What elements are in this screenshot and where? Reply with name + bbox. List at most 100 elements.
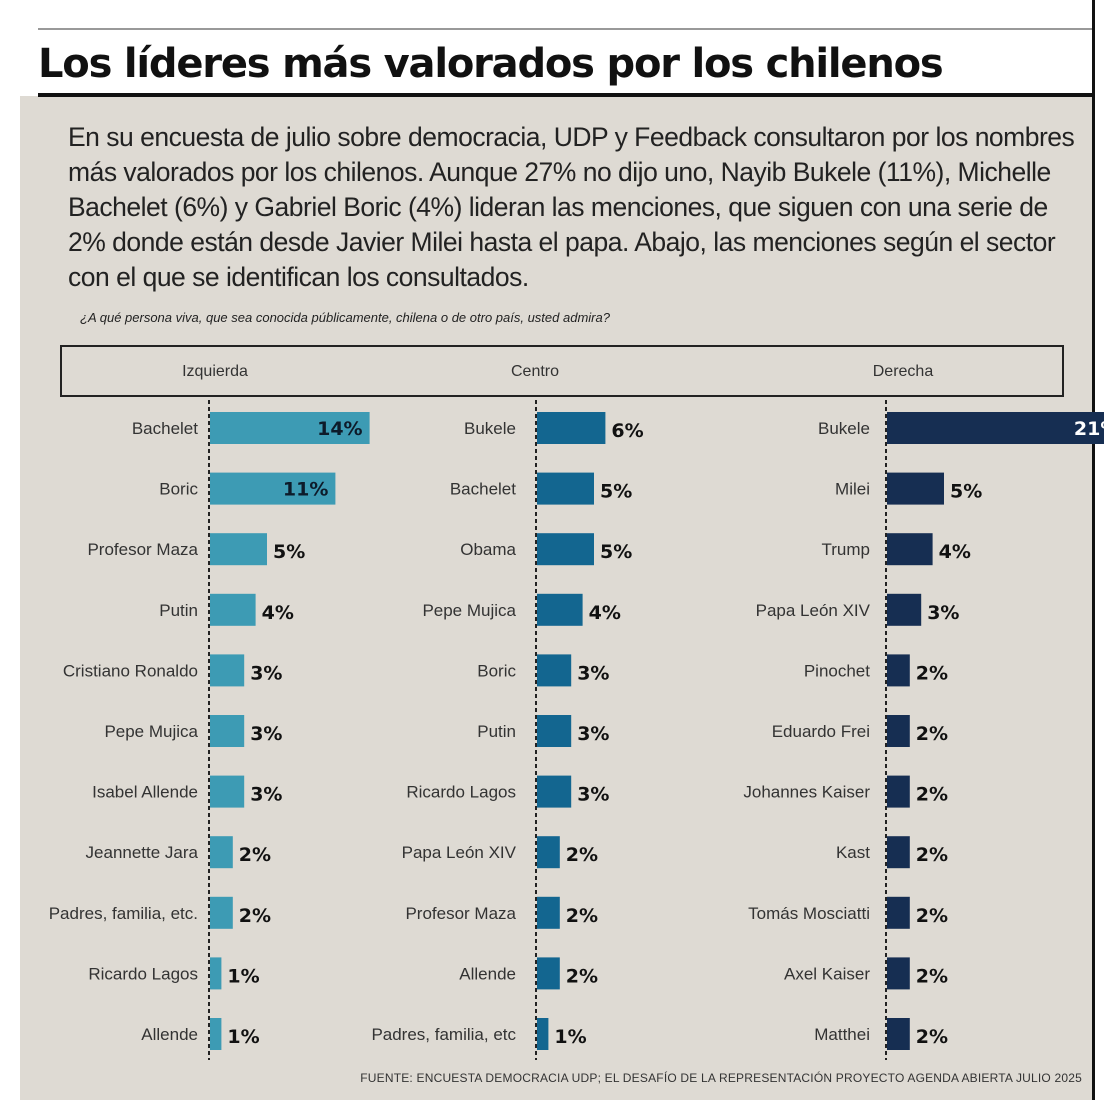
- value-label-izquierda: 2%: [239, 844, 271, 866]
- category-label-derecha: Johannes Kaiser: [743, 783, 870, 802]
- header-band: [20, 0, 1095, 97]
- value-label-centro: 2%: [566, 965, 598, 987]
- category-label-derecha: Kast: [836, 843, 870, 862]
- value-label-centro: 3%: [577, 662, 609, 684]
- category-label-centro: Putin: [477, 722, 516, 741]
- category-label-derecha: Axel Kaiser: [784, 964, 870, 983]
- bar-derecha: [887, 1018, 910, 1050]
- category-label-centro: Papa León XIV: [402, 843, 517, 862]
- bar-centro: [537, 715, 572, 747]
- bar-centro: [537, 1018, 549, 1050]
- bar-izquierda: [210, 412, 370, 444]
- category-label-izquierda: Pepe Mujica: [104, 722, 198, 741]
- column-header-box: [60, 345, 1064, 397]
- category-label-izquierda: Boric: [159, 480, 198, 499]
- bar-derecha: [887, 654, 910, 687]
- value-label-derecha: 2%: [916, 905, 948, 927]
- value-label-centro: 2%: [566, 905, 598, 927]
- category-label-derecha: Papa León XIV: [756, 601, 871, 620]
- value-label-izquierda: 1%: [227, 965, 259, 987]
- bar-centro: [537, 836, 560, 869]
- category-label-derecha: Trump: [822, 540, 871, 559]
- bar-izquierda: [210, 1018, 222, 1050]
- category-label-izquierda: Allende: [141, 1025, 198, 1044]
- category-label-derecha: Bukele: [818, 419, 870, 438]
- column-header-derecha: Derecha: [872, 363, 934, 380]
- category-label-centro: Boric: [477, 661, 516, 680]
- category-label-centro: Bukele: [464, 419, 516, 438]
- category-label-izquierda: Profesor Maza: [87, 540, 198, 559]
- category-label-centro: Padres, familia, etc: [371, 1025, 516, 1044]
- value-label-derecha: 2%: [916, 965, 948, 987]
- value-label-izquierda: 3%: [250, 662, 282, 684]
- category-label-derecha: Tomás Mosciatti: [748, 904, 870, 923]
- value-label-izquierda: 5%: [273, 541, 305, 563]
- category-label-izquierda: Bachelet: [132, 419, 198, 438]
- value-label-izquierda: 1%: [227, 1026, 259, 1048]
- right-border: [1092, 0, 1095, 96]
- category-label-izquierda: Jeannette Jara: [86, 843, 199, 862]
- category-label-izquierda: Ricardo Lagos: [88, 964, 198, 983]
- bar-centro: [537, 412, 606, 444]
- top-rule: [38, 28, 1095, 30]
- bar-centro: [537, 654, 572, 687]
- category-label-izquierda: Isabel Allende: [92, 783, 198, 802]
- column-header-centro: Centro: [510, 363, 560, 380]
- value-label-derecha: 2%: [916, 723, 948, 745]
- bar-derecha: [887, 715, 910, 747]
- category-label-centro: Pepe Mujica: [422, 601, 516, 620]
- category-label-izquierda: Cristiano Ronaldo: [63, 661, 198, 680]
- bar-izquierda: [210, 775, 245, 808]
- bar-izquierda: [210, 593, 256, 626]
- bar-centro: [537, 775, 572, 808]
- bar-izquierda: [210, 654, 245, 687]
- bar-derecha: [887, 896, 910, 929]
- column-header-izquierda: Izquierda: [182, 363, 248, 380]
- value-label-derecha: 2%: [916, 844, 948, 866]
- value-label-izquierda: 11%: [283, 479, 328, 501]
- value-label-centro: 3%: [577, 784, 609, 806]
- category-label-centro: Obama: [460, 540, 516, 559]
- category-label-derecha: Pinochet: [804, 661, 870, 680]
- bar-izquierda: [210, 957, 222, 990]
- bar-derecha: [887, 533, 933, 566]
- value-label-centro: 5%: [600, 481, 632, 503]
- page-title: Los líderes más valorados por los chilen…: [38, 41, 944, 87]
- value-label-izquierda: 4%: [262, 602, 294, 624]
- bar-centro: [537, 472, 594, 505]
- bar-centro: [537, 896, 560, 929]
- value-label-centro: 3%: [577, 723, 609, 745]
- value-label-izquierda: 2%: [239, 905, 271, 927]
- intro-paragraph: En su encuesta de julio sobre democracia…: [68, 122, 1075, 292]
- bar-derecha: [887, 472, 944, 505]
- bar-centro: [537, 957, 560, 990]
- category-label-centro: Allende: [459, 964, 516, 983]
- category-label-derecha: Milei: [835, 480, 870, 499]
- bar-izquierda: [210, 472, 336, 505]
- value-label-derecha: 2%: [916, 784, 948, 806]
- value-label-derecha: 2%: [916, 662, 948, 684]
- source-note: FUENTE: ENCUESTA DEMOCRACIA UDP; EL DESA…: [360, 1071, 1082, 1085]
- survey-question: ¿A qué persona viva, que sea conocida pú…: [80, 310, 610, 325]
- category-label-centro: Ricardo Lagos: [406, 783, 516, 802]
- title-underline: [38, 93, 1095, 97]
- value-label-derecha: 2%: [916, 1026, 948, 1048]
- bar-derecha: [887, 593, 922, 626]
- value-label-izquierda: 14%: [317, 418, 362, 440]
- bar-derecha: [887, 412, 1104, 444]
- value-label-centro: 5%: [600, 541, 632, 563]
- bar-izquierda: [210, 836, 233, 869]
- bar-derecha: [887, 836, 910, 869]
- value-label-centro: 4%: [589, 602, 621, 624]
- value-label-derecha: 21%: [1074, 418, 1104, 440]
- category-label-derecha: Eduardo Frei: [772, 722, 870, 741]
- category-label-izquierda: Padres, familia, etc.: [49, 904, 198, 923]
- bar-centro: [537, 533, 594, 566]
- category-label-centro: Bachelet: [450, 480, 516, 499]
- bar-derecha: [887, 775, 910, 808]
- value-label-centro: 1%: [554, 1026, 586, 1048]
- category-label-derecha: Matthei: [814, 1025, 870, 1044]
- category-label-centro: Profesor Maza: [405, 904, 516, 923]
- bar-izquierda: [210, 896, 233, 929]
